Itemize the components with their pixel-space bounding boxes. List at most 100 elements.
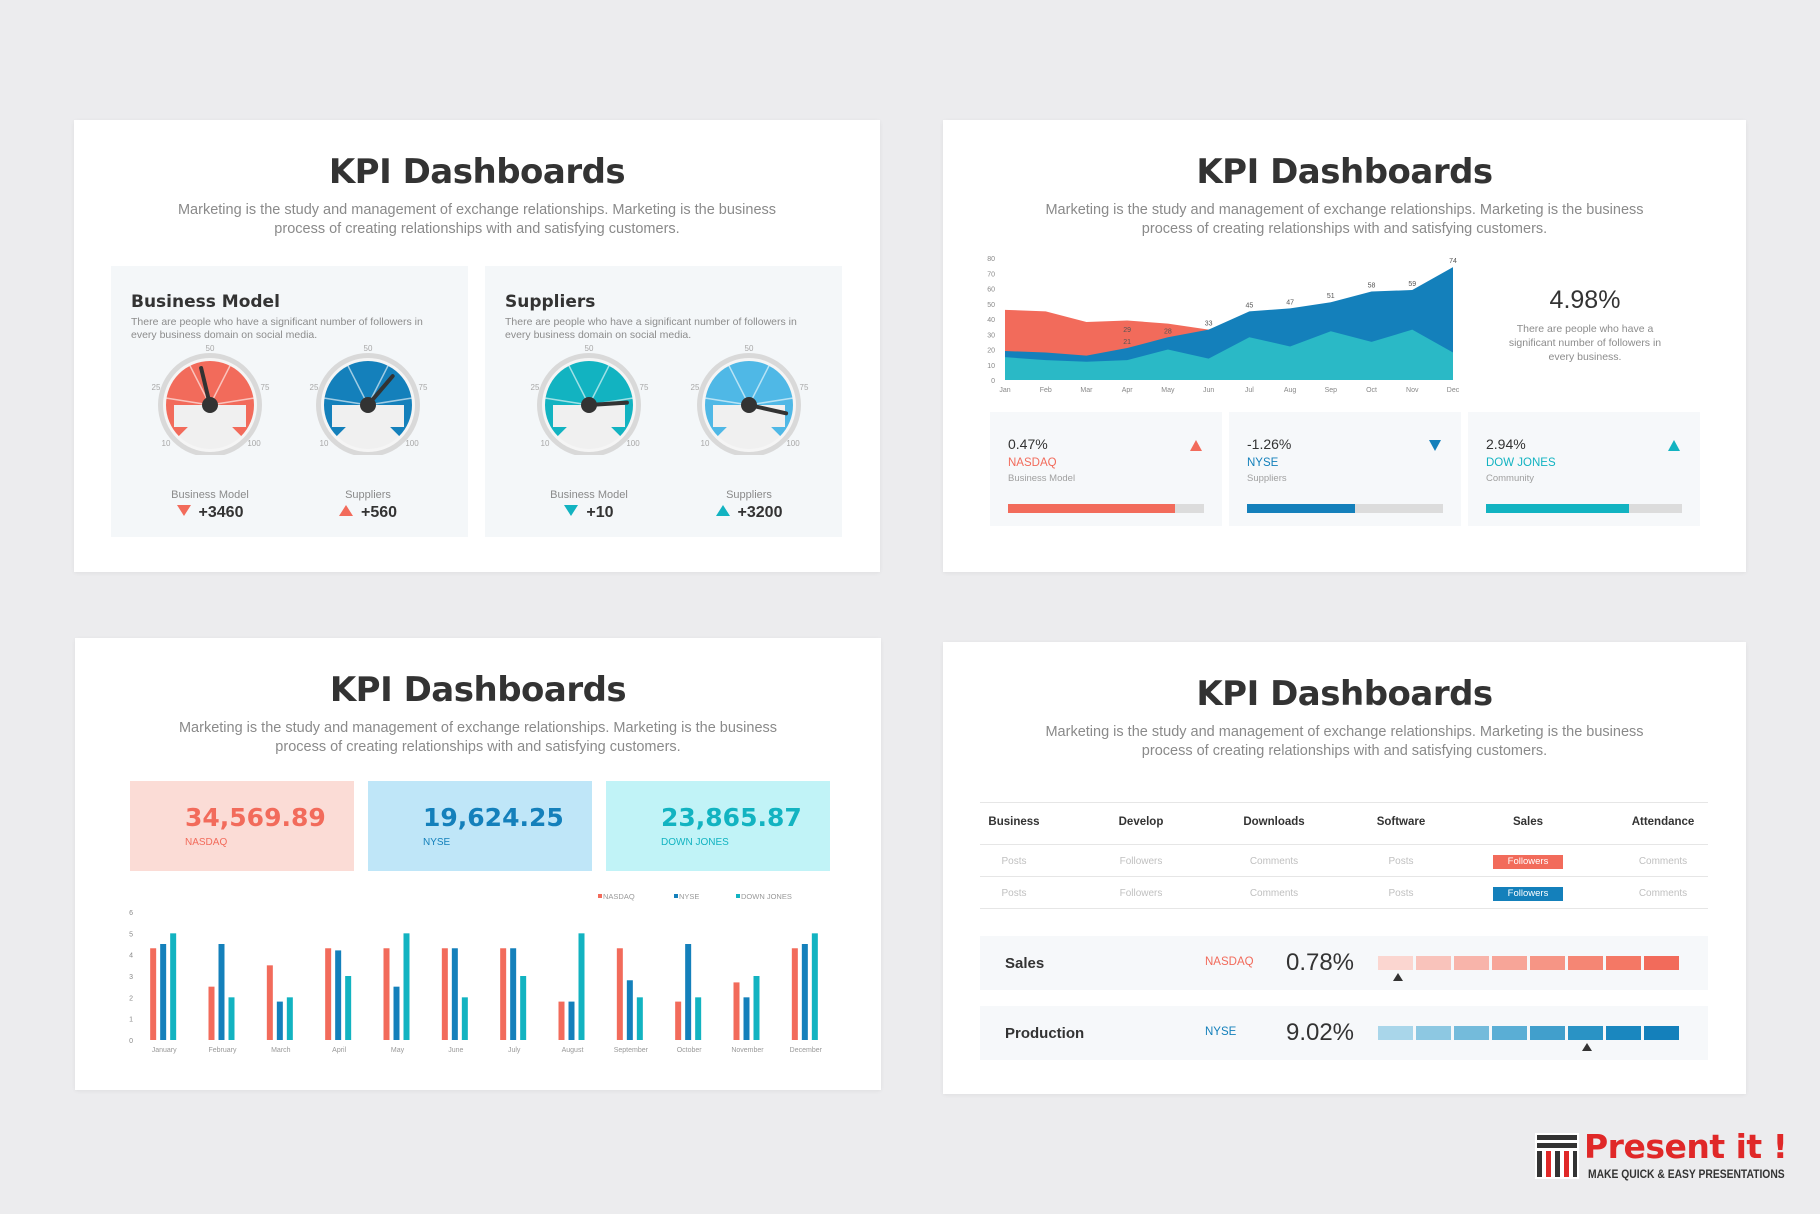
bar	[451, 948, 458, 1040]
gauge-tick-label: 75	[800, 383, 809, 392]
gauge-base-fill	[332, 405, 404, 427]
gauge-tick-label: 75	[640, 383, 649, 392]
x-tick-label: Jan	[999, 387, 1010, 394]
table-cell: Posts	[1388, 856, 1414, 867]
table-cell: Posts	[1001, 888, 1027, 899]
data-label: 33	[1205, 321, 1213, 328]
x-tick-label: September	[614, 1047, 649, 1054]
legend-swatch	[598, 894, 602, 898]
progress-source: NYSE	[1205, 1026, 1237, 1038]
gauge-tick-label: 50	[364, 344, 373, 353]
kpi-card: 2.94% DOW JONES Community	[1468, 412, 1700, 526]
gauge-value-text: +3200	[737, 504, 783, 521]
legend-label: DOWN JONES	[741, 892, 792, 901]
progress-segment	[1530, 1026, 1565, 1040]
table-cell: Comments	[1638, 856, 1688, 867]
stat-value: 34,569.89	[185, 803, 326, 832]
gauge-tick-label: 10	[320, 439, 329, 448]
gauge-base-fill	[174, 405, 246, 427]
table-pill[interactable]: Followers	[1493, 855, 1563, 869]
y-tick-label: 60	[987, 287, 995, 294]
table-divider	[980, 802, 1708, 803]
gauge: 50 25 75 10 100	[152, 344, 270, 455]
y-tick-label: 20	[987, 348, 995, 355]
trend-down-icon	[564, 505, 579, 516]
trend-up-icon	[715, 505, 730, 516]
gauge-value-text: +560	[360, 504, 398, 521]
gauge-tick-label: 10	[541, 439, 550, 448]
bar	[325, 948, 332, 1040]
gauge-tick-label: 25	[310, 383, 319, 392]
stat-box: 34,569.89 NASDAQ	[130, 781, 354, 871]
y-tick-label: 10	[987, 363, 995, 370]
progress-label: Sales	[1005, 955, 1045, 972]
bar	[403, 933, 410, 1040]
panel-desc: There are people who have a significant …	[505, 316, 797, 341]
data-label: 45	[1245, 302, 1253, 309]
y-tick-label: 70	[987, 271, 995, 278]
table-cell: Posts	[1001, 856, 1027, 867]
bar	[208, 986, 215, 1040]
gauge: 50 25 75 10 100	[531, 344, 649, 455]
bar	[636, 997, 643, 1040]
bar	[170, 933, 177, 1040]
x-tick-label: March	[271, 1047, 291, 1054]
progress-segment	[1568, 1026, 1603, 1040]
kpi-progress-track	[1247, 504, 1443, 513]
stat-label: NYSE	[423, 837, 451, 848]
bar-chart: 0 1 2 3 4 5 6 January February March April May June J…	[129, 892, 823, 1054]
progress-segment	[1378, 1026, 1413, 1040]
table-header: Business	[988, 816, 1040, 828]
progress-segment	[1568, 956, 1603, 970]
x-tick-label: July	[508, 1047, 521, 1054]
gauge-tick-label: 75	[261, 383, 270, 392]
slide-title: KPI Dashboards	[328, 152, 626, 192]
trend-down-icon	[176, 505, 191, 516]
trend-up-icon	[1668, 440, 1680, 451]
progress-segment	[1606, 1026, 1641, 1040]
y-tick-label: 1	[129, 1017, 133, 1024]
gauge-hub	[741, 397, 757, 413]
y-tick-label: 3	[129, 974, 133, 981]
table-pill[interactable]: Followers	[1493, 887, 1563, 901]
y-tick-label: 2	[129, 995, 133, 1002]
x-tick-label: Nov	[1406, 387, 1419, 394]
x-tick-label: May	[1161, 387, 1175, 394]
stat-value: 23,865.87	[661, 803, 802, 832]
progress-row: Sales NASDAQ 0.78%	[980, 936, 1708, 990]
bar	[616, 948, 623, 1040]
logo-tagline: MAKE QUICK & EASY PRESENTATIONS	[1588, 1167, 1785, 1181]
gauge-tick-label: 50	[206, 344, 215, 353]
progress-segment	[1454, 956, 1489, 970]
bar	[393, 986, 400, 1040]
kpi-category: Business Model	[1008, 473, 1076, 484]
progress-segment	[1454, 1026, 1489, 1040]
progress-segment	[1416, 956, 1451, 970]
area-summary-desc: There are people who have a significant …	[1508, 323, 1662, 363]
gauge-tick-label: 50	[745, 344, 754, 353]
area-summary-pct: 4.98%	[1549, 286, 1621, 314]
data-label: 47	[1286, 299, 1294, 306]
x-tick-label: Dec	[1447, 387, 1460, 394]
kpi-name: NYSE	[1247, 457, 1279, 469]
x-tick-label: Apr	[1122, 387, 1134, 394]
gauge-tick-label: 100	[626, 439, 640, 448]
kpi-name: NASDAQ	[1008, 457, 1057, 469]
logo-brand: Present it !	[1584, 1127, 1788, 1166]
kpi-progress-fill	[1247, 504, 1355, 513]
bar	[461, 997, 468, 1040]
x-tick-label: April	[332, 1047, 346, 1054]
x-tick-label: August	[562, 1047, 584, 1054]
x-tick-label: Aug	[1284, 387, 1297, 394]
bar	[276, 1001, 283, 1040]
gauge-tick-label: 50	[585, 344, 594, 353]
bar	[626, 980, 633, 1040]
brand-logo: Present it ! MAKE QUICK & EASY PRESENTAT…	[1532, 1125, 1792, 1185]
gauge-label: Business Model	[550, 489, 628, 501]
x-tick-label: June	[448, 1047, 463, 1054]
bar	[441, 948, 448, 1040]
progress-segment	[1378, 956, 1413, 970]
data-label: 51	[1327, 293, 1335, 300]
bar	[695, 997, 702, 1040]
legend-swatch	[736, 894, 740, 898]
